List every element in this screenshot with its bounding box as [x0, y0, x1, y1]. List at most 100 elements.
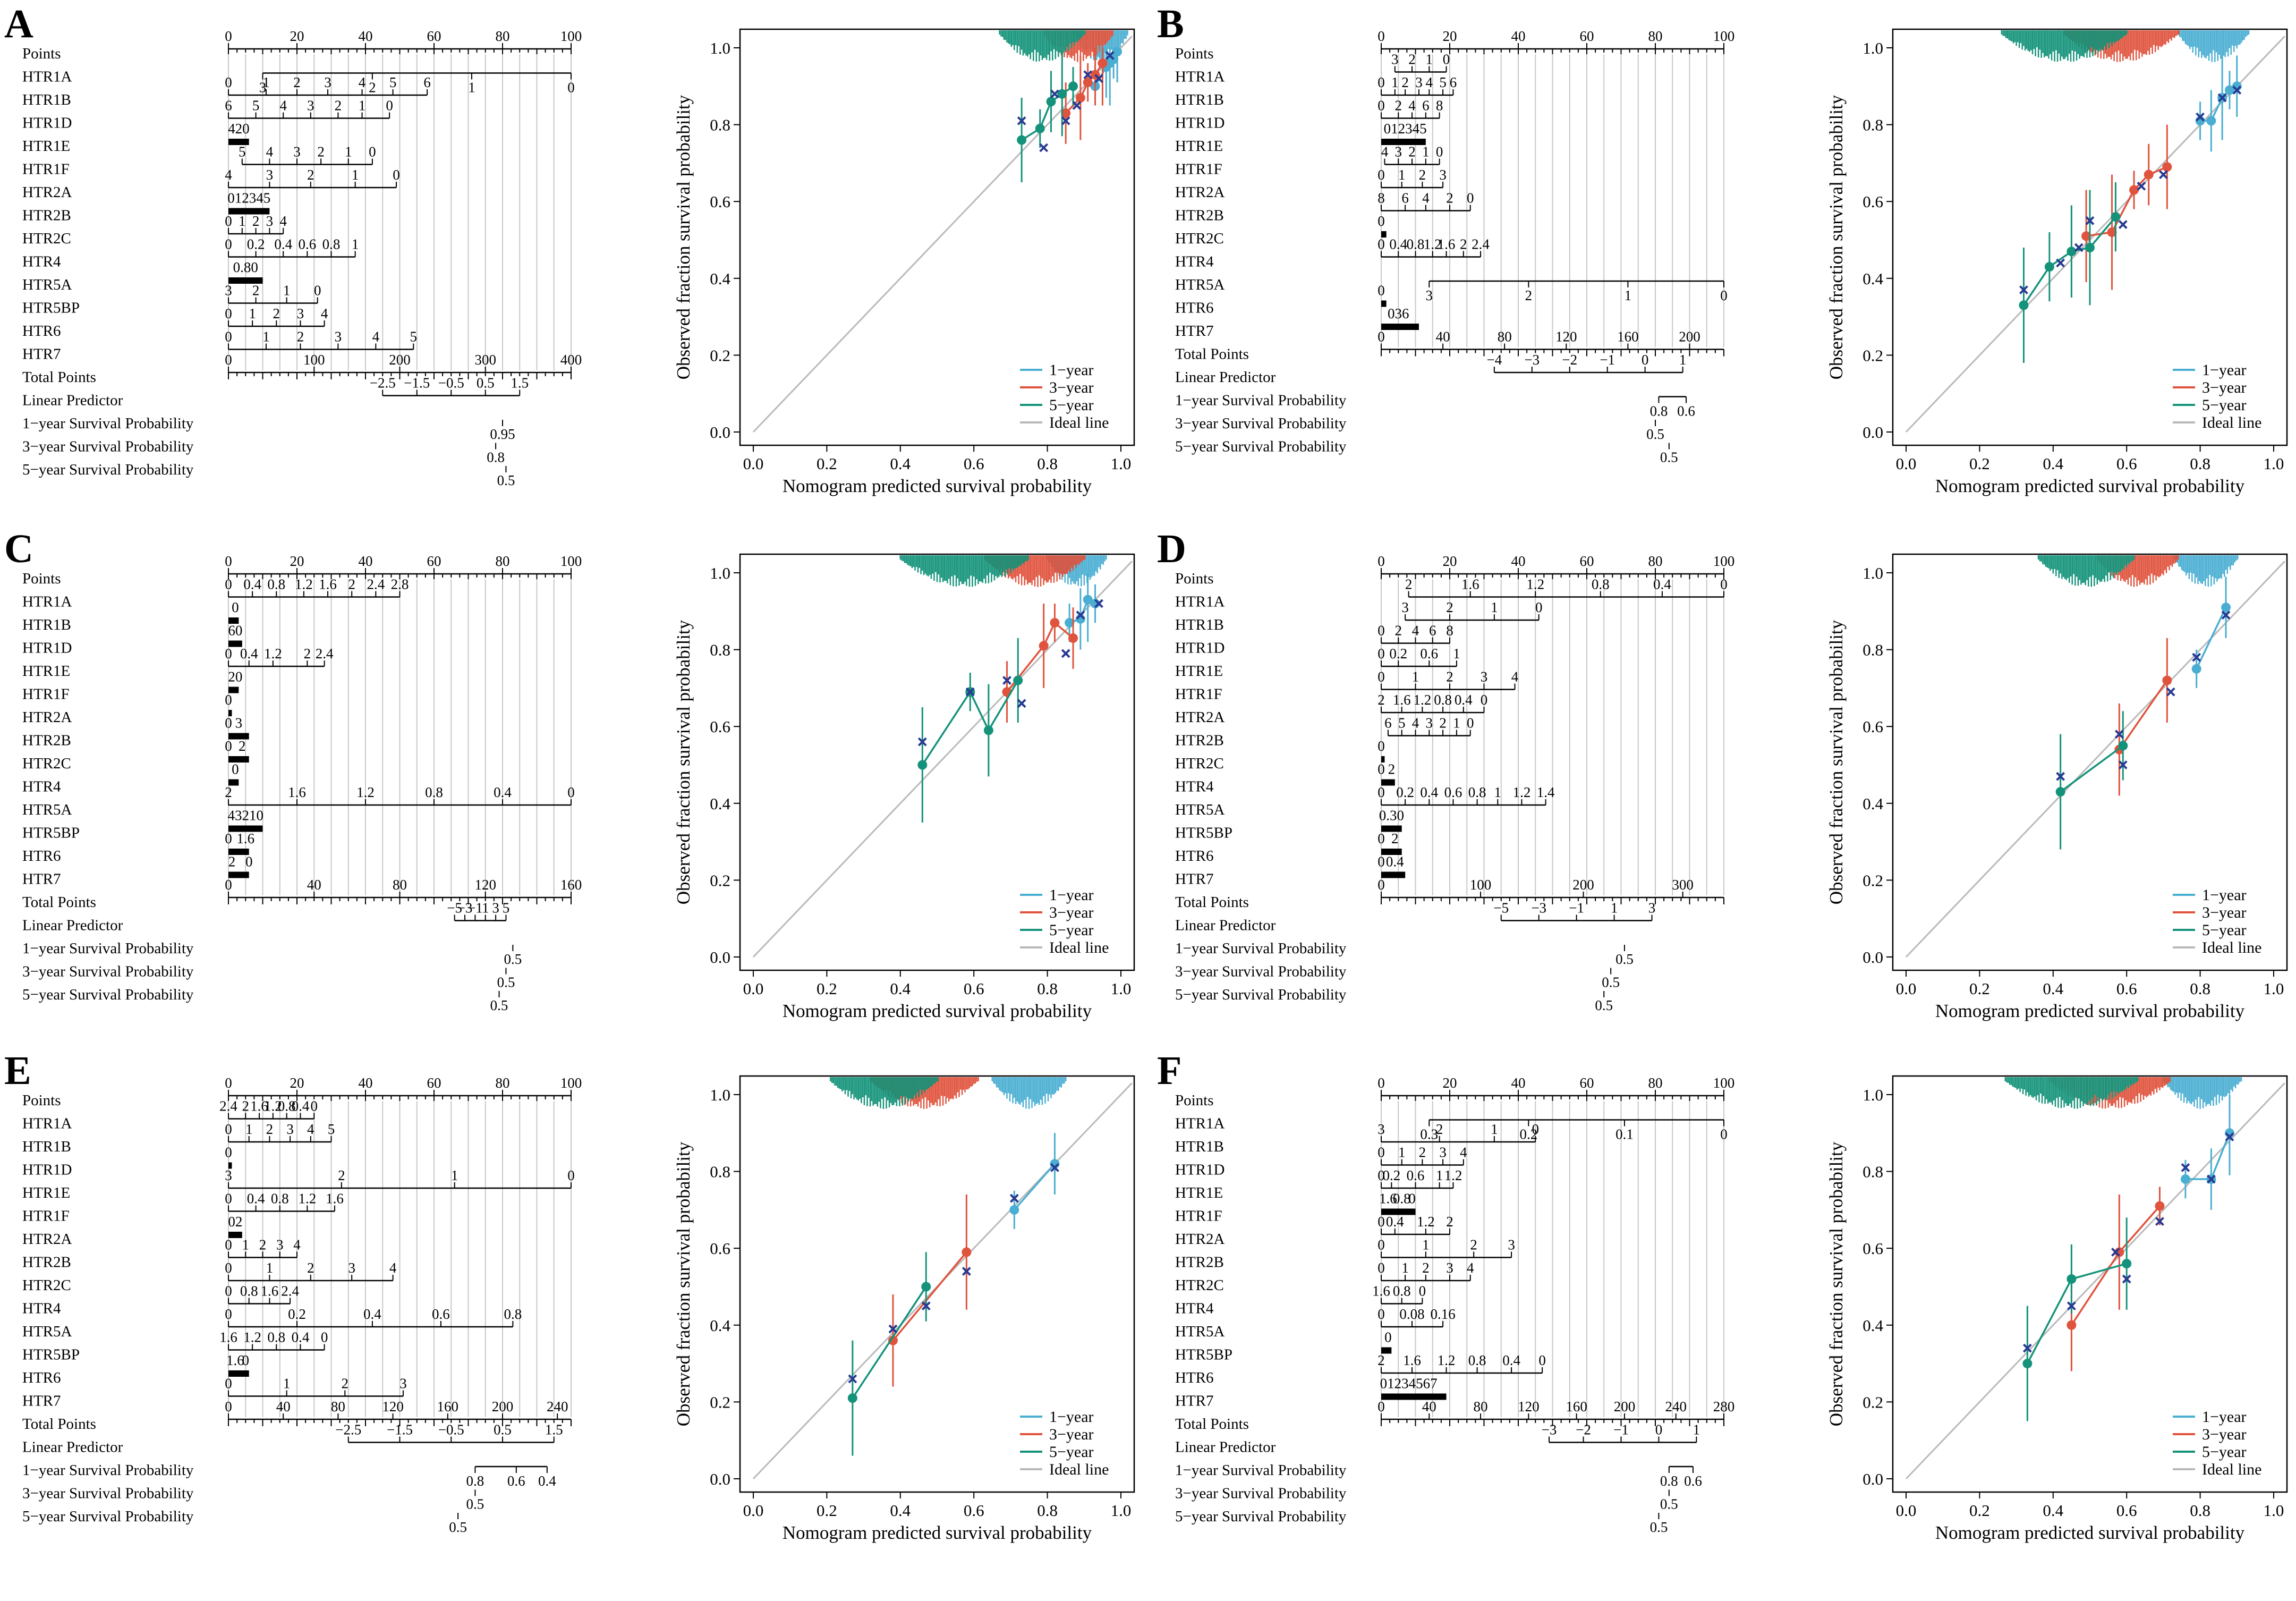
nomogram-tick-label: 6: [1422, 98, 1430, 114]
nomogram-tick-label: 0.8: [1407, 236, 1425, 252]
nomogram-bar: [1381, 1347, 1392, 1354]
data-point: [2067, 1274, 2077, 1284]
nomogram-tick-label: 0: [1538, 1352, 1546, 1368]
panel-label-B: B: [1157, 2, 1184, 46]
nomogram-row-label: Points: [22, 45, 61, 62]
nomogram-row-label: HTR2B: [22, 1254, 71, 1271]
nomogram-tick-label: 100: [1713, 28, 1735, 44]
data-point: [2122, 1259, 2132, 1269]
data-point: [2221, 603, 2231, 613]
nomogram-row-label: HTR1E: [22, 138, 70, 155]
x-tick-label: 1.0: [1111, 979, 1132, 998]
nomogram-tick-label: 4: [1381, 144, 1389, 160]
nomogram-row-label: HTR4: [22, 1300, 61, 1317]
bias-corrected-mark: [2225, 1132, 2234, 1141]
nomogram-tick-label: 2: [1422, 1260, 1430, 1276]
bias-corrected-mark: [1039, 143, 1049, 153]
nomogram-tick-label: 0: [1377, 761, 1385, 777]
x-tick-label: 0.8: [1037, 454, 1058, 473]
y-tick-label: 0.4: [710, 1316, 730, 1335]
nomogram-row-label: HTR2C: [1175, 755, 1224, 772]
nomogram-row-label: HTR2B: [22, 732, 71, 749]
nomogram-tick-label: 1.2: [356, 784, 375, 800]
nomogram-tick-label: 0.8: [1468, 784, 1486, 800]
nomogram-tick-label: 1: [1453, 646, 1460, 662]
nomogram-tick-label: 0.4: [1386, 854, 1404, 870]
nomogram-tick-label: 0: [1384, 1329, 1392, 1345]
nomogram-row-label: HTR2A: [22, 709, 72, 726]
x-mark-stroke: [2022, 1343, 2032, 1353]
nomogram-tick-label: 160: [560, 877, 582, 893]
nomogram-tick-label: 0.4: [274, 236, 292, 252]
nomogram-tick-label: 0: [1377, 738, 1385, 754]
nomogram-row-label: Points: [1175, 45, 1214, 62]
nomogram-tick-label: 40: [359, 28, 373, 44]
nomogram-tick-label: 1: [283, 1376, 291, 1392]
nomogram-row-label: HTR4: [22, 253, 61, 270]
nomogram-tick-label: 1.6: [326, 1191, 344, 1207]
nomogram-tick-label: 1: [1422, 1237, 1430, 1253]
nomogram-tick-label: 4: [1408, 98, 1416, 114]
nomogram-tick-label: −5: [447, 900, 462, 916]
nomogram-tick-label: 0.8: [278, 1098, 296, 1114]
nomogram-row-label: HTR2C: [1175, 1277, 1224, 1294]
nomogram-tick-label: 01234567: [1380, 1376, 1438, 1392]
nomogram-row-label: HTR2C: [22, 1277, 71, 1294]
data-point: [962, 1247, 972, 1257]
nomogram-tick-label: 0: [225, 831, 232, 846]
x-mark-stroke: [1105, 51, 1115, 60]
nomogram-tick-label: 1: [283, 283, 291, 299]
nomogram-tick-label: 120: [475, 877, 497, 893]
data-point: [1075, 92, 1085, 103]
nomogram-tick-label: 20: [290, 1075, 304, 1091]
x-tick-label: 0.6: [2116, 454, 2137, 473]
nomogram-tick-label: 2: [307, 167, 314, 183]
nomogram-row-label: HTR2C: [1175, 230, 1224, 247]
nomogram-row-label: Linear Predictor: [1175, 917, 1276, 934]
nomogram-row-label: Total Points: [1175, 894, 1249, 911]
nomogram-tick-label: 0: [1377, 98, 1385, 114]
data-point: [1083, 78, 1093, 88]
data-point: [1083, 595, 1093, 605]
nomogram-tick-label: 200: [1572, 877, 1594, 893]
nomogram-tick-label: 5: [328, 1121, 335, 1137]
nomogram-tick-label: 100: [1470, 877, 1492, 893]
nomogram-tick-label: 2: [242, 1098, 250, 1114]
nomogram-tick-label: 2.8: [391, 577, 409, 592]
nomogram-tick-label: 80: [1648, 553, 1663, 569]
nomogram-row-label: HTR4: [1175, 778, 1214, 795]
nomogram-bar: [228, 756, 249, 763]
x-mark-stroke: [1072, 101, 1082, 110]
nomogram-tick-label: 0.8: [1468, 1352, 1486, 1368]
nomogram-row-label: 5−year Survival Probability: [22, 461, 194, 478]
nomogram-row-label: HTR5A: [1175, 1323, 1225, 1340]
nomogram-row-label: HTR4: [22, 778, 61, 795]
nomogram-tick-label: 80: [393, 877, 407, 893]
data-point: [1013, 675, 1023, 685]
nomogram-tick-label: 0: [1436, 144, 1443, 160]
nomogram-tick-label: 2: [297, 329, 304, 345]
y-tick-label: 0.2: [710, 871, 730, 890]
nomogram-tick-label: 0.08: [1399, 1306, 1424, 1322]
x-mark-stroke: [1050, 1163, 1059, 1172]
nomogram-tick-label: 2.4: [1472, 236, 1490, 252]
nomogram-tick-label: 200: [1614, 1399, 1636, 1414]
nomogram-tick-label: 2: [307, 1260, 314, 1276]
nomogram-tick-label: 6: [1429, 623, 1436, 639]
nomogram-tick-label: 0: [1377, 236, 1385, 252]
bias-corrected-mark: [2118, 220, 2128, 229]
nomogram-tick-label: 3: [399, 1376, 407, 1392]
x-mark-stroke: [2166, 687, 2175, 697]
data-point: [1068, 633, 1078, 643]
nomogram-bar: [228, 1162, 232, 1169]
nomogram-tick-label: 0: [567, 1167, 575, 1183]
legend-label: 3−year: [1049, 904, 1094, 921]
x-tick-label: 0.6: [964, 979, 984, 998]
nomogram-tick-label: 3: [1481, 669, 1488, 685]
nomogram-tick-label: 3: [286, 1121, 294, 1137]
nomogram-row-label: 3−year Survival Probability: [1175, 1485, 1347, 1502]
nomogram-tick-label: 60: [427, 28, 441, 44]
nomogram-bar: [1381, 1393, 1447, 1400]
